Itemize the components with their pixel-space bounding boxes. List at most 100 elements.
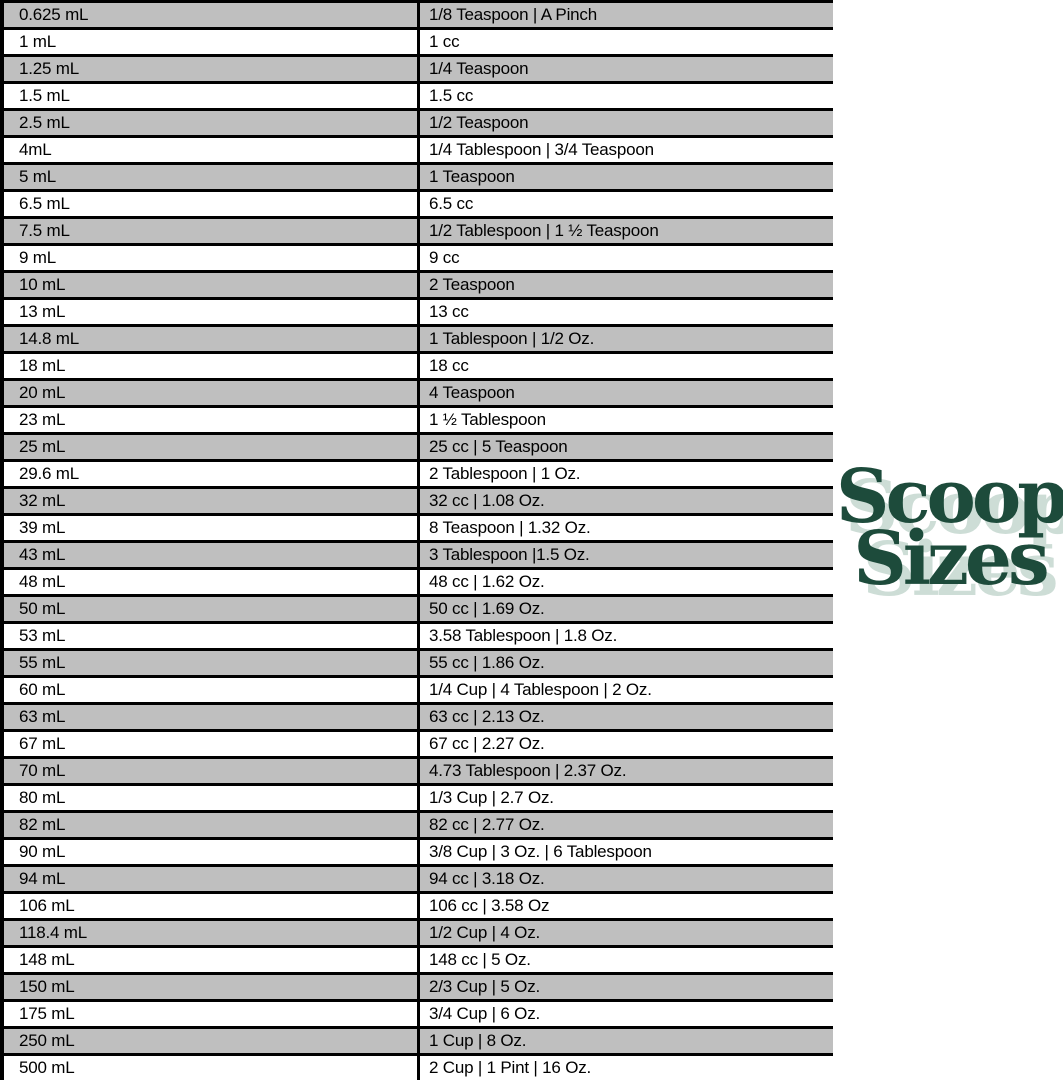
cell-ml: 43 mL — [19, 545, 66, 564]
cell-conversion: 2 Cup | 1 Pint | 16 Oz. — [417, 1056, 833, 1080]
cell-conversion: 1/2 Tablespoon | 1 ½ Teaspoon — [417, 219, 833, 243]
table-row: 63 mL 63 cc | 2.13 Oz. — [4, 705, 833, 732]
cell-ml: 150 mL — [19, 977, 75, 996]
cell-conversion: 148 cc | 5 Oz. — [417, 948, 833, 972]
table-row: 1.25 mL 1/4 Teaspoon — [4, 57, 833, 84]
cell-conversion: 4 Teaspoon — [417, 381, 833, 405]
cell-ml: 90 mL — [19, 842, 66, 861]
table-row: 250 mL 1 Cup | 8 Oz. — [4, 1029, 833, 1056]
cell-ml: 82 mL — [19, 815, 66, 834]
cell-ml: 250 mL — [19, 1031, 75, 1050]
cell-conversion: 1 cc — [417, 30, 833, 54]
cell-conversion: 1.5 cc — [417, 84, 833, 108]
cell-conversion: 1/4 Teaspoon — [417, 57, 833, 81]
cell-ml: 106 mL — [19, 896, 75, 915]
table-row: 48 mL 48 cc | 1.62 Oz. — [4, 570, 833, 597]
table-row: 13 mL 13 cc — [4, 300, 833, 327]
cell-conversion: 94 cc | 3.18 Oz. — [417, 867, 833, 891]
cell-conversion: 2 Teaspoon — [417, 273, 833, 297]
table-row: 70 mL 4.73 Tablespoon | 2.37 Oz. — [4, 759, 833, 786]
cell-conversion: 3 Tablespoon |1.5 Oz. — [417, 543, 833, 567]
cell-conversion: 6.5 cc — [417, 192, 833, 216]
table-row: 106 mL 106 cc | 3.58 Oz — [4, 894, 833, 921]
cell-ml: 1 mL — [19, 32, 56, 51]
cell-ml: 1.25 mL — [19, 59, 80, 78]
table-row: 118.4 mL 1/2 Cup | 4 Oz. — [4, 921, 833, 948]
cell-ml: 500 mL — [19, 1058, 75, 1077]
cell-ml: 25 mL — [19, 437, 66, 456]
logo-line-1: Scoop — [836, 454, 1063, 540]
cell-conversion: 2/3 Cup | 5 Oz. — [417, 975, 833, 999]
table-row: 32 mL 32 cc | 1.08 Oz. — [4, 489, 833, 516]
table-row: 5 mL 1 Teaspoon — [4, 165, 833, 192]
cell-ml: 6.5 mL — [19, 194, 70, 213]
table-row: 18 mL 18 cc — [4, 354, 833, 381]
table-row: 7.5 mL 1/2 Tablespoon | 1 ½ Teaspoon — [4, 219, 833, 246]
cell-conversion: 50 cc | 1.69 Oz. — [417, 597, 833, 621]
cell-ml: 13 mL — [19, 302, 66, 321]
cell-ml: 10 mL — [19, 275, 66, 294]
table-row: 9 mL 9 cc — [4, 246, 833, 273]
cell-conversion: 106 cc | 3.58 Oz — [417, 894, 833, 918]
table-row: 14.8 mL 1 Tablespoon | 1/2 Oz. — [4, 327, 833, 354]
table-row: 80 mL 1/3 Cup | 2.7 Oz. — [4, 786, 833, 813]
cell-conversion: 9 cc — [417, 246, 833, 270]
cell-ml: 63 mL — [19, 707, 66, 726]
cell-conversion: 82 cc | 2.77 Oz. — [417, 813, 833, 837]
table-row: 6.5 mL 6.5 cc — [4, 192, 833, 219]
cell-conversion: 3/8 Cup | 3 Oz. | 6 Tablespoon — [417, 840, 833, 864]
cell-conversion: 25 cc | 5 Teaspoon — [417, 435, 833, 459]
table-row: 0.625 mL 1/8 Teaspoon | A Pinch — [4, 3, 833, 30]
cell-ml: 4mL — [19, 140, 52, 159]
cell-conversion: 1 Cup | 8 Oz. — [417, 1029, 833, 1053]
cell-conversion: 1 Tablespoon | 1/2 Oz. — [417, 327, 833, 351]
cell-conversion: 2 Tablespoon | 1 Oz. — [417, 462, 833, 486]
cell-ml: 29.6 mL — [19, 464, 80, 483]
cell-conversion: 55 cc | 1.86 Oz. — [417, 651, 833, 675]
cell-conversion: 32 cc | 1.08 Oz. — [417, 489, 833, 513]
cell-ml: 5 mL — [19, 167, 56, 186]
cell-ml: 175 mL — [19, 1004, 75, 1023]
table-row: 10 mL 2 Teaspoon — [4, 273, 833, 300]
table-row: 4mL 1/4 Tablespoon | 3/4 Teaspoon — [4, 138, 833, 165]
cell-ml: 53 mL — [19, 626, 66, 645]
cell-ml: 118.4 mL — [19, 923, 88, 942]
cell-conversion: 1 Teaspoon — [417, 165, 833, 189]
cell-conversion: 13 cc — [417, 300, 833, 324]
cell-ml: 20 mL — [19, 383, 66, 402]
cell-conversion: 1/4 Cup | 4 Tablespoon | 2 Oz. — [417, 678, 833, 702]
cell-ml: 32 mL — [19, 491, 66, 510]
cell-ml: 48 mL — [19, 572, 66, 591]
logo-line-2: Sizes — [853, 516, 1049, 603]
cell-ml: 18 mL — [19, 356, 66, 375]
table-row: 53 mL 3.58 Tablespoon | 1.8 Oz. — [4, 624, 833, 651]
cell-conversion: 63 cc | 2.13 Oz. — [417, 705, 833, 729]
cell-conversion: 8 Teaspoon | 1.32 Oz. — [417, 516, 833, 540]
table-row: 29.6 mL 2 Tablespoon | 1 Oz. — [4, 462, 833, 489]
cell-ml: 67 mL — [19, 734, 66, 753]
cell-conversion: 48 cc | 1.62 Oz. — [417, 570, 833, 594]
cell-ml: 9 mL — [19, 248, 56, 267]
cell-ml: 70 mL — [19, 761, 66, 780]
table-row: 60 mL 1/4 Cup | 4 Tablespoon | 2 Oz. — [4, 678, 833, 705]
cell-ml: 55 mL — [19, 653, 66, 672]
scoop-sizes-logo: Scoop Sizes — [836, 454, 1063, 603]
table-row: 150 mL 2/3 Cup | 5 Oz. — [4, 975, 833, 1002]
cell-ml: 23 mL — [19, 410, 66, 429]
table-row: 1 mL 1 cc — [4, 30, 833, 57]
scoop-size-table: 0.625 mL 1/8 Teaspoon | A Pinch 1 mL 1 c… — [0, 0, 833, 1080]
table-row: 94 mL 94 cc | 3.18 Oz. — [4, 867, 833, 894]
cell-conversion: 3/4 Cup | 6 Oz. — [417, 1002, 833, 1026]
table-row: 148 mL 148 cc | 5 Oz. — [4, 948, 833, 975]
table-row: 39 mL 8 Teaspoon | 1.32 Oz. — [4, 516, 833, 543]
cell-ml: 50 mL — [19, 599, 66, 618]
cell-conversion: 4.73 Tablespoon | 2.37 Oz. — [417, 759, 833, 783]
cell-ml: 14.8 mL — [19, 329, 80, 348]
cell-ml: 2.5 mL — [19, 113, 70, 132]
cell-conversion: 1/3 Cup | 2.7 Oz. — [417, 786, 833, 810]
table-row: 1.5 mL 1.5 cc — [4, 84, 833, 111]
table-row: 50 mL 50 cc | 1.69 Oz. — [4, 597, 833, 624]
table-row: 55 mL 55 cc | 1.86 Oz. — [4, 651, 833, 678]
cell-conversion: 1/2 Cup | 4 Oz. — [417, 921, 833, 945]
table-row: 23 mL 1 ½ Tablespoon — [4, 408, 833, 435]
